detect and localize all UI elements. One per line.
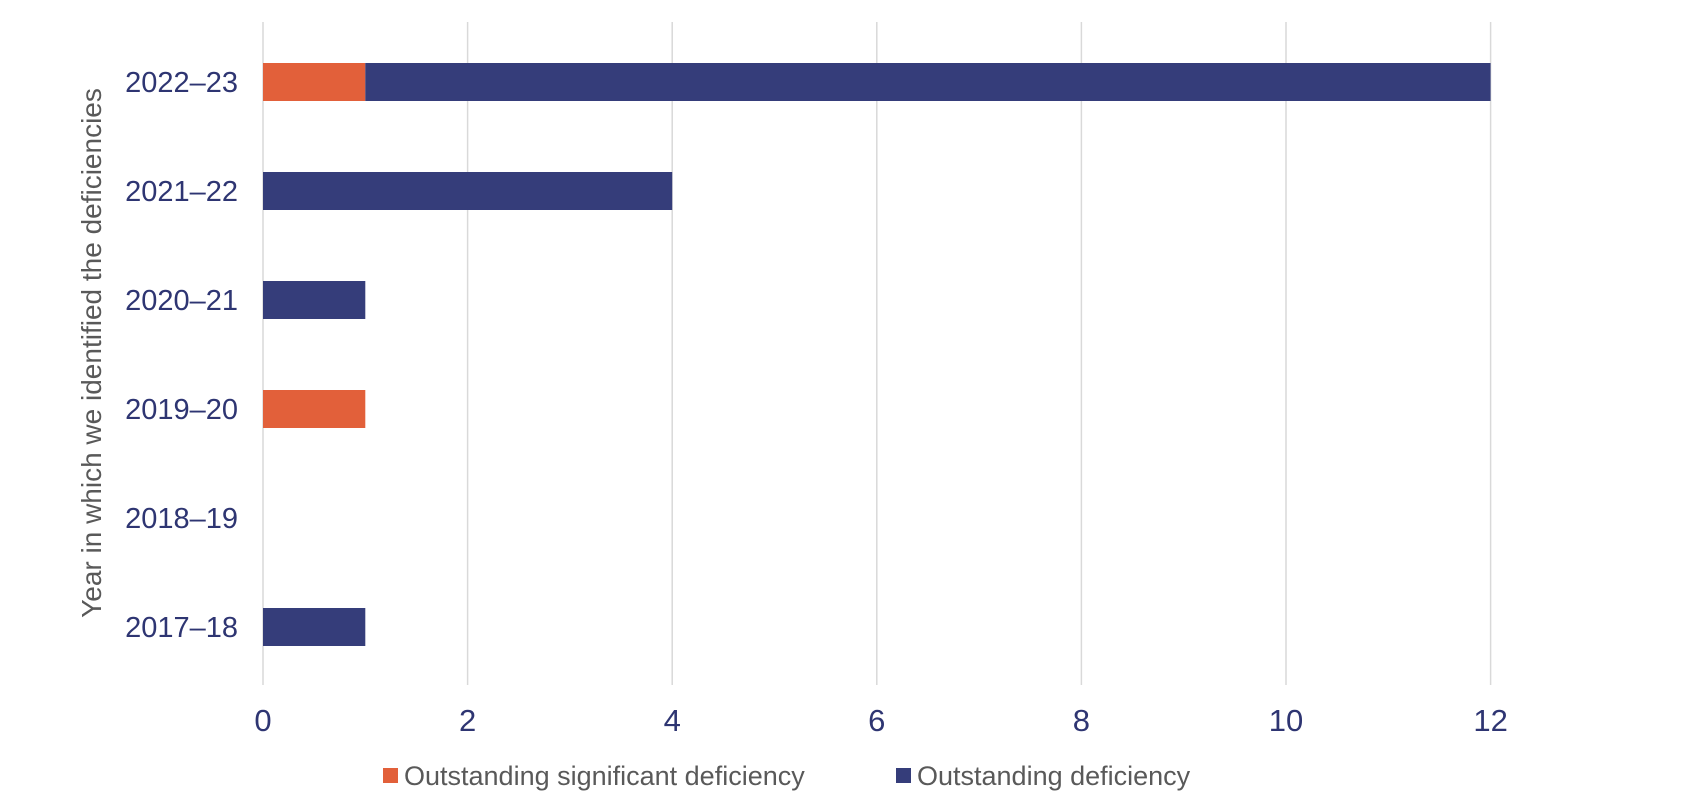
legend-label-deficiency: Outstanding deficiency <box>917 761 1191 791</box>
bars <box>263 63 1491 646</box>
x-tick-label: 4 <box>664 703 681 738</box>
bar-2022–23-deficiency <box>365 63 1491 101</box>
bar-2022–23-significant <box>263 63 366 101</box>
category-label: 2021–22 <box>125 176 238 208</box>
x-tick-label: 0 <box>254 703 271 738</box>
x-tick-label: 8 <box>1073 703 1090 738</box>
legend-swatch-deficiency <box>896 768 911 783</box>
x-tick-label: 2 <box>459 703 476 738</box>
bar-2020–21-deficiency <box>263 281 366 319</box>
category-label: 2022–23 <box>125 67 238 99</box>
bar-2019–20-significant <box>263 390 366 428</box>
category-label: 2017–18 <box>125 612 238 644</box>
category-label: 2019–20 <box>125 394 238 426</box>
category-label: 2020–21 <box>125 285 238 317</box>
x-tick-labels: 0 2 4 6 8 10 12 <box>254 703 1507 738</box>
legend: Outstanding significant deficiency Outsta… <box>383 761 1191 791</box>
y-axis-title: Year in which we identified the deficien… <box>76 88 107 618</box>
bar-2021–22-deficiency <box>263 172 673 210</box>
x-tick-label: 12 <box>1473 703 1507 738</box>
category-label: 2018–19 <box>125 503 238 535</box>
gridlines <box>262 22 1492 685</box>
legend-swatch-significant <box>383 768 398 783</box>
bar-2017–18-deficiency <box>263 608 366 646</box>
category-labels: 2022–23 2021–22 2020–21 2019–20 2018–19 2017–… <box>125 67 238 644</box>
x-tick-label: 10 <box>1269 703 1303 738</box>
x-tick-label: 6 <box>868 703 885 738</box>
legend-label-significant: Outstanding significant deficiency <box>404 761 805 791</box>
